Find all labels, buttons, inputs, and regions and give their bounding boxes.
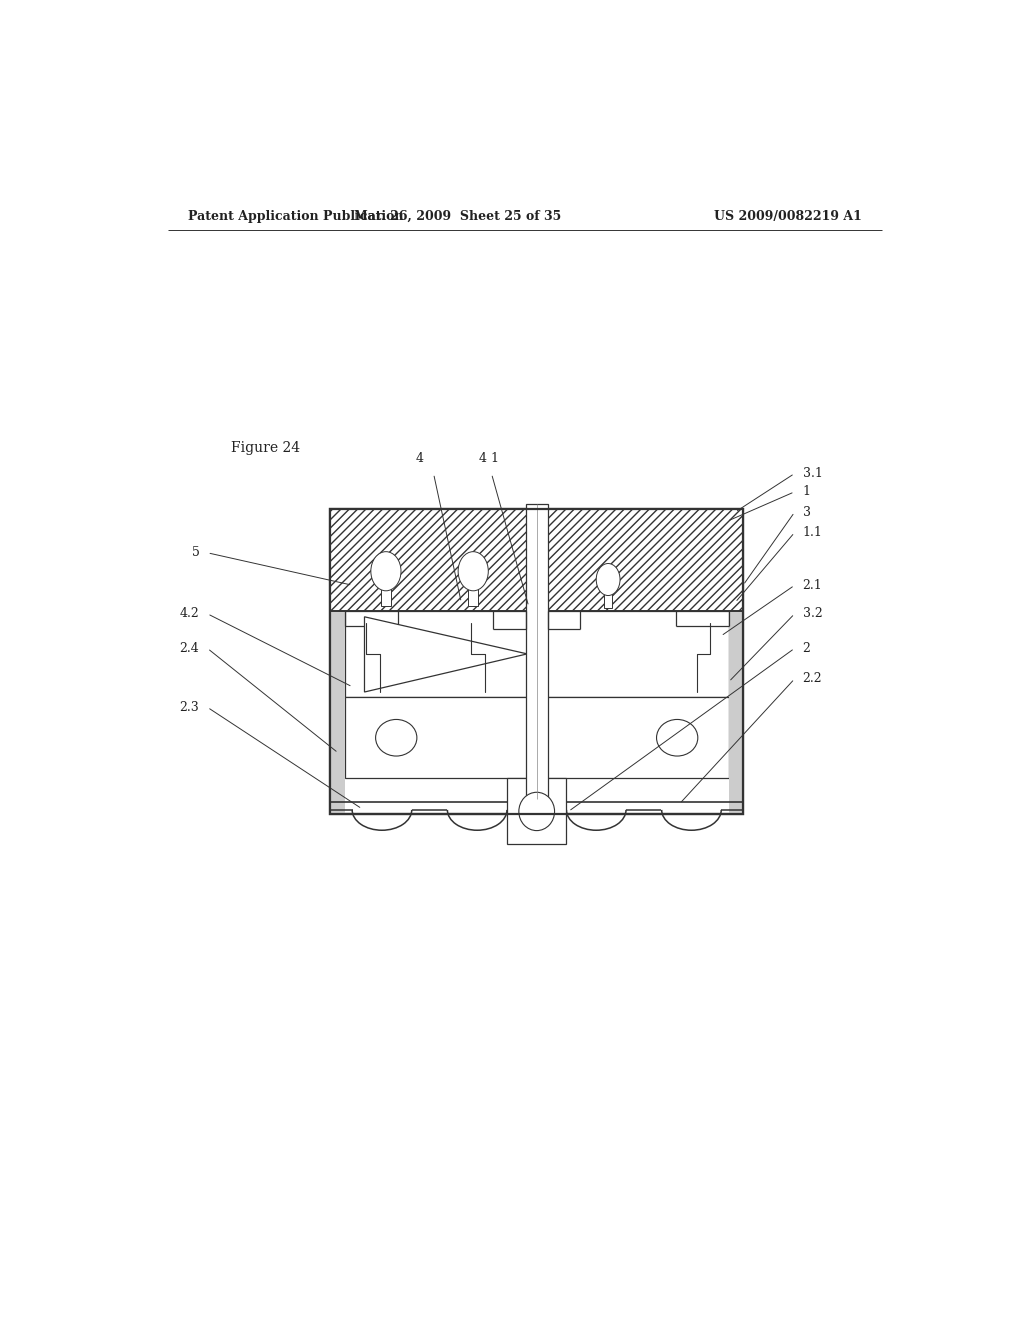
- Bar: [525, 504, 548, 799]
- Bar: [345, 611, 729, 697]
- Text: 1: 1: [803, 486, 811, 498]
- Bar: [331, 510, 345, 611]
- Bar: [331, 510, 743, 814]
- Text: 2.4: 2.4: [179, 642, 200, 655]
- Bar: [345, 697, 729, 779]
- Bar: [331, 510, 743, 611]
- Text: 4: 4: [416, 453, 424, 466]
- Text: 2.1: 2.1: [803, 578, 822, 591]
- Bar: [381, 589, 391, 606]
- Bar: [729, 510, 743, 611]
- Text: 2.3: 2.3: [179, 701, 200, 714]
- Bar: [604, 594, 612, 607]
- Text: 4.2: 4.2: [179, 607, 200, 620]
- Text: Mar. 26, 2009  Sheet 25 of 35: Mar. 26, 2009 Sheet 25 of 35: [353, 210, 561, 223]
- Bar: [468, 589, 478, 606]
- Text: 2: 2: [803, 642, 810, 655]
- Ellipse shape: [458, 552, 488, 591]
- Bar: [331, 611, 345, 814]
- Text: 5: 5: [191, 546, 200, 560]
- Bar: [729, 611, 743, 814]
- Bar: [507, 779, 566, 845]
- Ellipse shape: [656, 719, 697, 756]
- Bar: [331, 510, 743, 814]
- Text: 1.1: 1.1: [803, 525, 822, 539]
- Ellipse shape: [596, 564, 620, 595]
- Text: 3: 3: [803, 506, 811, 519]
- Bar: [331, 510, 743, 611]
- Ellipse shape: [376, 719, 417, 756]
- Text: 2.2: 2.2: [803, 672, 822, 685]
- Polygon shape: [365, 616, 527, 692]
- Text: 4 1: 4 1: [479, 453, 499, 466]
- Text: Figure 24: Figure 24: [231, 441, 300, 455]
- Text: US 2009/0082219 A1: US 2009/0082219 A1: [714, 210, 862, 223]
- Text: Patent Application Publication: Patent Application Publication: [187, 210, 403, 223]
- Text: 3.2: 3.2: [803, 607, 822, 620]
- Text: 3.1: 3.1: [803, 467, 822, 480]
- Ellipse shape: [371, 552, 401, 591]
- Ellipse shape: [519, 792, 555, 830]
